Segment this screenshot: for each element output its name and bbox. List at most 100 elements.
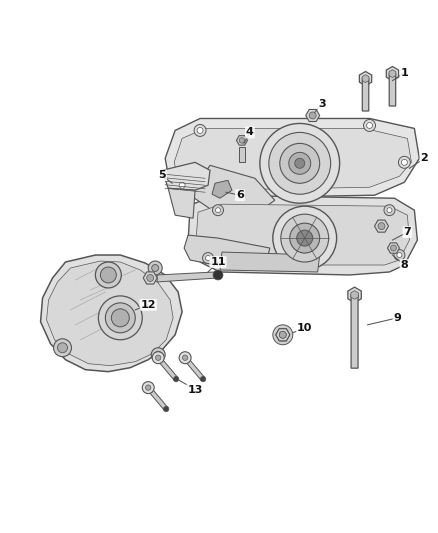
Circle shape — [269, 132, 331, 194]
Circle shape — [205, 255, 211, 261]
Circle shape — [378, 223, 385, 230]
Polygon shape — [190, 165, 275, 218]
Circle shape — [394, 249, 405, 261]
Circle shape — [289, 152, 311, 174]
Polygon shape — [348, 287, 361, 303]
Circle shape — [202, 253, 213, 263]
Circle shape — [151, 348, 165, 362]
Circle shape — [155, 355, 161, 360]
Text: 7: 7 — [403, 227, 411, 237]
Circle shape — [309, 112, 316, 119]
Circle shape — [273, 206, 337, 270]
Circle shape — [290, 223, 320, 253]
Circle shape — [106, 303, 135, 333]
Circle shape — [279, 332, 286, 338]
Polygon shape — [162, 163, 210, 190]
Circle shape — [401, 159, 407, 165]
Polygon shape — [46, 261, 173, 366]
Circle shape — [384, 205, 395, 216]
Text: 10: 10 — [297, 323, 312, 333]
Polygon shape — [237, 136, 247, 145]
Circle shape — [213, 270, 223, 280]
Text: 12: 12 — [141, 300, 156, 310]
Polygon shape — [388, 243, 399, 253]
Circle shape — [399, 156, 410, 168]
Polygon shape — [220, 252, 320, 272]
Circle shape — [95, 262, 121, 288]
Circle shape — [281, 214, 328, 262]
Text: 8: 8 — [400, 260, 408, 270]
Text: 5: 5 — [159, 170, 166, 180]
Polygon shape — [157, 272, 218, 282]
Polygon shape — [276, 329, 290, 341]
Polygon shape — [306, 109, 320, 122]
FancyBboxPatch shape — [389, 73, 396, 106]
Circle shape — [367, 123, 372, 128]
Polygon shape — [386, 67, 399, 80]
Polygon shape — [41, 255, 182, 372]
Circle shape — [155, 351, 162, 358]
Polygon shape — [168, 188, 195, 218]
Circle shape — [100, 267, 117, 283]
Circle shape — [364, 119, 375, 132]
Polygon shape — [389, 70, 396, 77]
Circle shape — [145, 385, 151, 390]
Text: 6: 6 — [236, 190, 244, 200]
Circle shape — [182, 355, 188, 360]
Circle shape — [200, 376, 206, 382]
Circle shape — [179, 352, 191, 364]
Circle shape — [152, 352, 164, 364]
Circle shape — [390, 245, 396, 251]
Polygon shape — [276, 329, 290, 341]
Polygon shape — [351, 290, 358, 299]
Circle shape — [57, 343, 67, 353]
Circle shape — [273, 325, 293, 345]
Polygon shape — [174, 128, 411, 190]
Circle shape — [387, 208, 392, 213]
Polygon shape — [212, 180, 232, 198]
Polygon shape — [184, 235, 270, 268]
Polygon shape — [239, 148, 245, 163]
Circle shape — [176, 179, 188, 191]
Text: 13: 13 — [187, 385, 203, 394]
Polygon shape — [374, 220, 389, 232]
Circle shape — [295, 158, 305, 168]
Circle shape — [147, 274, 154, 281]
Polygon shape — [362, 75, 369, 83]
Polygon shape — [196, 204, 410, 265]
Circle shape — [297, 230, 313, 246]
FancyBboxPatch shape — [362, 78, 369, 111]
Polygon shape — [143, 272, 157, 284]
Circle shape — [280, 143, 320, 183]
Circle shape — [163, 406, 169, 411]
Circle shape — [53, 339, 71, 357]
Circle shape — [397, 253, 402, 257]
Circle shape — [279, 332, 286, 338]
Circle shape — [148, 261, 162, 275]
Circle shape — [142, 382, 154, 393]
Circle shape — [173, 376, 179, 382]
Circle shape — [152, 264, 159, 271]
Circle shape — [197, 127, 203, 133]
Circle shape — [215, 208, 220, 213]
Polygon shape — [188, 195, 417, 275]
Polygon shape — [165, 118, 419, 198]
Circle shape — [239, 138, 245, 143]
FancyBboxPatch shape — [351, 294, 358, 368]
Text: 2: 2 — [420, 154, 428, 163]
Circle shape — [99, 296, 142, 340]
Text: 3: 3 — [318, 99, 325, 109]
Polygon shape — [146, 386, 168, 410]
Polygon shape — [184, 356, 205, 381]
Text: 11: 11 — [210, 257, 226, 267]
Text: 9: 9 — [393, 313, 401, 323]
Text: 1: 1 — [400, 68, 408, 78]
Circle shape — [179, 182, 185, 188]
Polygon shape — [156, 356, 178, 381]
Circle shape — [111, 309, 129, 327]
Circle shape — [212, 205, 223, 216]
Polygon shape — [359, 71, 372, 86]
Circle shape — [260, 124, 339, 203]
Circle shape — [194, 124, 206, 136]
Text: 4: 4 — [246, 127, 254, 138]
